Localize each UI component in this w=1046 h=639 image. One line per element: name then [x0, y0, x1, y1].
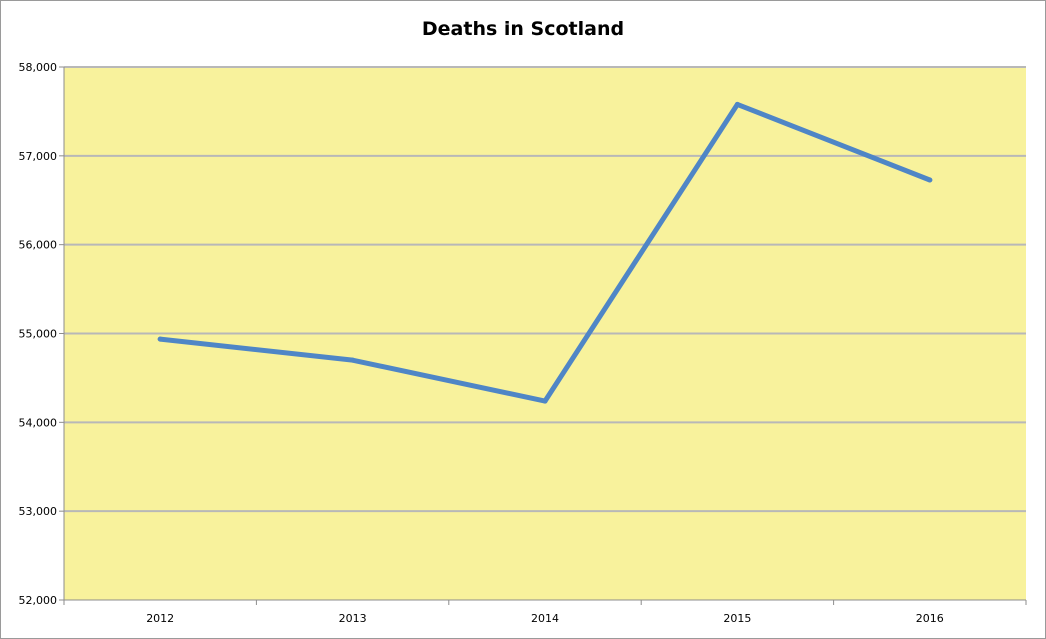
x-axis-tick-labels: 2012 2013 2014 2015 2016 [146, 612, 944, 625]
x-tick-label: 2012 [146, 612, 174, 625]
y-tick-label: 57,000 [19, 150, 58, 163]
gridlines [59, 66, 1026, 601]
axes [63, 67, 1027, 605]
y-tick-label: 53,000 [19, 505, 58, 518]
x-tick-label: 2014 [531, 612, 559, 625]
y-tick-label: 54,000 [19, 416, 58, 429]
x-tick-label: 2016 [916, 612, 944, 625]
x-tick-label: 2015 [723, 612, 751, 625]
y-tick-label: 58,000 [19, 61, 58, 74]
chart-title: Deaths in Scotland [421, 18, 625, 40]
series-layer [157, 101, 933, 404]
y-tick-label: 52,000 [19, 594, 58, 607]
data-point [157, 336, 163, 342]
data-point [542, 398, 548, 404]
x-tick-label: 2013 [339, 612, 367, 625]
data-point [927, 177, 933, 183]
y-tick-label: 56,000 [19, 239, 58, 252]
y-axis-tick-labels: 52,000 53,000 54,000 55,000 56,000 57,000 58,0… [19, 61, 58, 607]
y-tick-label: 55,000 [19, 328, 58, 341]
data-point [734, 101, 740, 107]
data-point [350, 357, 356, 363]
